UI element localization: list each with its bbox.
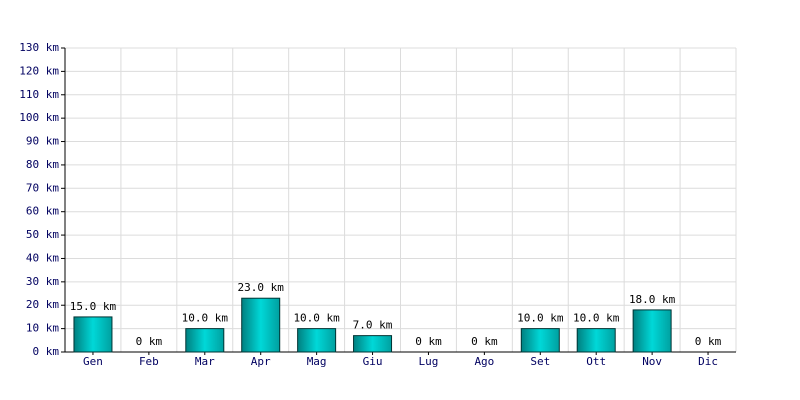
- value-label: 0 km: [695, 335, 722, 348]
- x-tick-label: Apr: [251, 355, 271, 368]
- bar: [632, 309, 672, 353]
- value-label: 0 km: [471, 335, 498, 348]
- x-tick-label: Ott: [586, 355, 606, 368]
- bar: [297, 328, 337, 353]
- x-tick-label: Gen: [83, 355, 103, 368]
- y-tick-label: 40 km: [26, 251, 59, 264]
- x-tick-label: Lug: [419, 355, 439, 368]
- x-tick-label: Dic: [698, 355, 718, 368]
- value-label: 10.0 km: [573, 312, 620, 325]
- bar: [73, 316, 113, 353]
- x-tick-label: Mag: [307, 355, 327, 368]
- y-tick-label: 100 km: [19, 111, 59, 124]
- value-label: 0 km: [415, 335, 442, 348]
- y-tick-label: 130 km: [19, 41, 59, 54]
- x-tick-label: Set: [530, 355, 550, 368]
- x-tick-label: Ago: [474, 355, 494, 368]
- y-tick-label: 30 km: [26, 275, 59, 288]
- value-label: 7.0 km: [353, 319, 393, 332]
- y-tick-label: 0 km: [33, 345, 60, 358]
- y-tick-label: 110 km: [19, 88, 59, 101]
- value-label: 15.0 km: [70, 300, 117, 313]
- value-label: 23.0 km: [238, 281, 285, 294]
- bar: [241, 297, 281, 353]
- x-tick-label: Giu: [363, 355, 383, 368]
- bar: [185, 328, 225, 353]
- x-tick-label: Nov: [642, 355, 662, 368]
- y-tick-label: 70 km: [26, 181, 59, 194]
- y-tick-label: 120 km: [19, 64, 59, 77]
- bar: [576, 328, 616, 353]
- value-label: 10.0 km: [293, 312, 340, 325]
- x-tick-label: Feb: [139, 355, 159, 368]
- y-tick-label: 90 km: [26, 135, 59, 148]
- y-tick-label: 10 km: [26, 322, 59, 335]
- value-label: 18.0 km: [629, 293, 676, 306]
- value-label: 10.0 km: [517, 312, 564, 325]
- value-label: 10.0 km: [182, 312, 229, 325]
- value-label: 0 km: [136, 335, 163, 348]
- x-tick-label: Mar: [195, 355, 215, 368]
- y-tick-label: 80 km: [26, 158, 59, 171]
- bar: [520, 328, 560, 353]
- y-tick-label: 20 km: [26, 298, 59, 311]
- y-tick-label: 60 km: [26, 205, 59, 218]
- bar: [353, 335, 393, 353]
- y-tick-label: 50 km: [26, 228, 59, 241]
